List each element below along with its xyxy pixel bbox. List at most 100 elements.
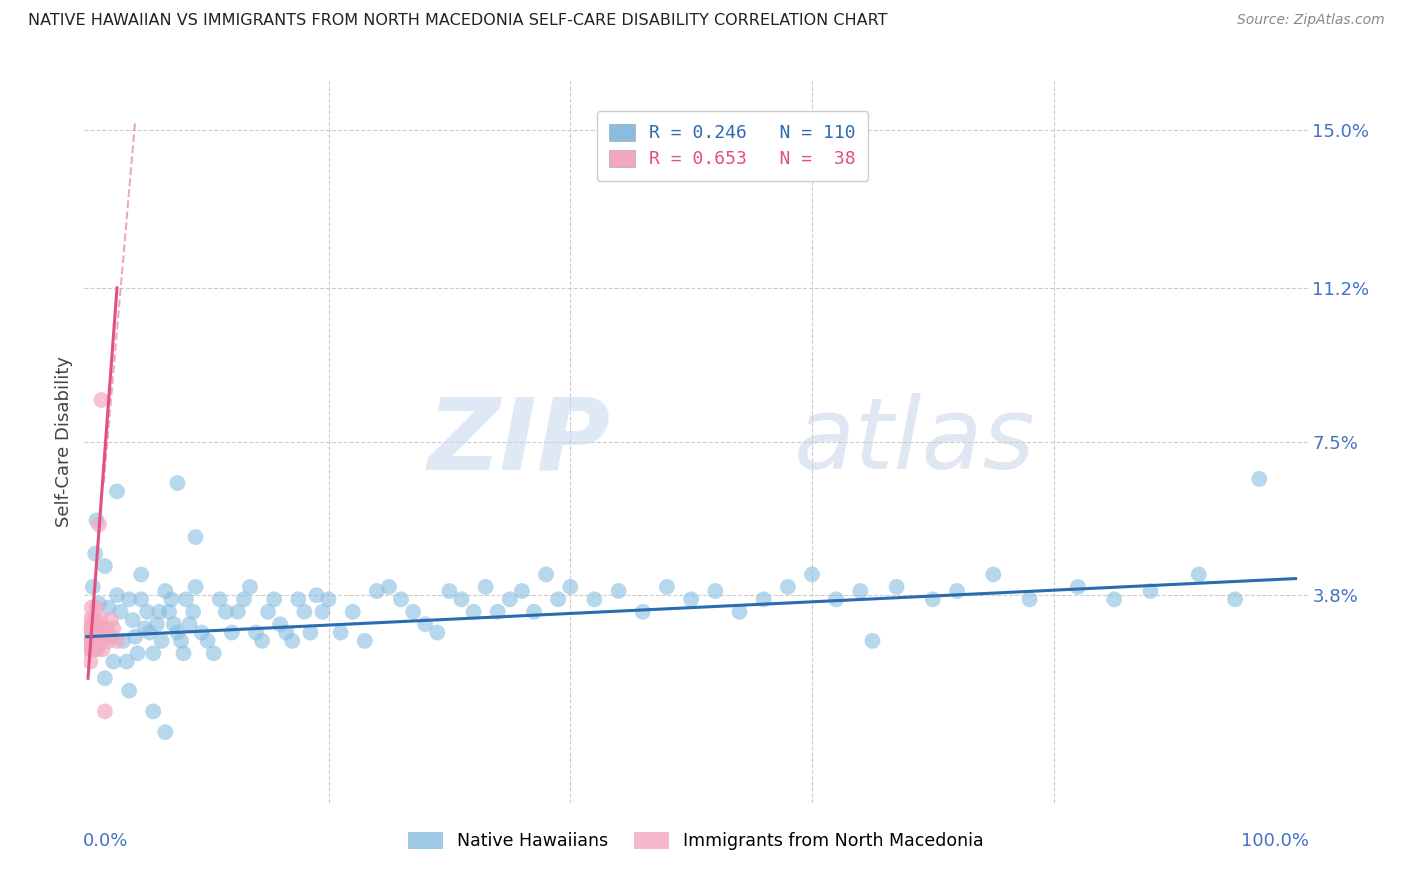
Point — [862, 633, 884, 648]
Point — [1067, 580, 1090, 594]
Point — [83, 621, 105, 635]
Point — [129, 592, 152, 607]
Point — [402, 605, 425, 619]
Point — [181, 605, 204, 619]
Point — [439, 584, 461, 599]
Point — [148, 605, 170, 619]
Point — [292, 605, 315, 619]
Point — [534, 567, 557, 582]
Point — [160, 592, 183, 607]
Point — [138, 625, 160, 640]
Point — [886, 580, 908, 594]
Point — [215, 605, 238, 619]
Point — [981, 567, 1004, 582]
Point — [142, 646, 165, 660]
Point — [631, 605, 654, 619]
Point — [450, 592, 472, 607]
Point — [801, 567, 824, 582]
Point — [86, 642, 108, 657]
Point — [172, 646, 194, 660]
Point — [90, 392, 112, 407]
Point — [413, 617, 436, 632]
Point — [232, 592, 254, 607]
Point — [157, 605, 180, 619]
Point — [378, 580, 401, 594]
Point — [86, 621, 108, 635]
Point — [84, 547, 107, 561]
Point — [704, 584, 727, 599]
Point — [150, 633, 173, 648]
Point — [486, 605, 509, 619]
Point — [136, 605, 159, 619]
Point — [90, 621, 112, 635]
Point — [1223, 592, 1246, 607]
Point — [281, 633, 304, 648]
Point — [1249, 472, 1271, 486]
Text: 0.0%: 0.0% — [83, 831, 128, 850]
Point — [94, 671, 117, 685]
Point — [90, 621, 112, 635]
Point — [83, 633, 105, 648]
Point — [221, 625, 243, 640]
Point — [305, 588, 328, 602]
Point — [79, 655, 101, 669]
Point — [179, 617, 201, 632]
Point — [80, 621, 103, 635]
Point — [112, 633, 135, 648]
Point — [329, 625, 352, 640]
Point — [93, 630, 115, 644]
Point — [269, 617, 291, 632]
Point — [946, 584, 969, 599]
Point — [523, 605, 546, 619]
Point — [118, 592, 141, 607]
Point — [127, 646, 149, 660]
Point — [134, 621, 156, 635]
Point — [94, 559, 117, 574]
Point — [105, 633, 128, 648]
Point — [353, 633, 375, 648]
Point — [1139, 584, 1161, 599]
Point — [166, 476, 188, 491]
Text: 100.0%: 100.0% — [1241, 831, 1309, 850]
Point — [342, 605, 364, 619]
Point — [94, 621, 117, 635]
Point — [103, 655, 125, 669]
Point — [155, 725, 177, 739]
Text: ZIP: ZIP — [427, 393, 610, 490]
Point — [426, 625, 449, 640]
Point — [510, 584, 533, 599]
Point — [318, 592, 340, 607]
Point — [84, 642, 107, 657]
Point — [311, 605, 333, 619]
Point — [681, 592, 703, 607]
Point — [86, 513, 108, 527]
Point — [250, 633, 273, 648]
Point — [79, 621, 101, 635]
Point — [82, 630, 104, 644]
Point — [163, 617, 186, 632]
Point — [366, 584, 388, 599]
Point — [87, 630, 110, 644]
Point — [86, 621, 108, 635]
Point — [226, 605, 249, 619]
Point — [77, 621, 100, 635]
Point — [257, 605, 280, 619]
Point — [105, 484, 128, 499]
Point — [77, 630, 100, 644]
Point — [389, 592, 412, 607]
Point — [100, 630, 122, 644]
Point — [1018, 592, 1040, 607]
Point — [82, 580, 104, 594]
Point — [110, 605, 132, 619]
Point — [77, 613, 100, 627]
Point — [87, 517, 110, 532]
Legend: Native Hawaiians, Immigrants from North Macedonia: Native Hawaiians, Immigrants from North … — [399, 823, 993, 859]
Point — [146, 617, 169, 632]
Point — [94, 705, 117, 719]
Point — [118, 683, 141, 698]
Text: NATIVE HAWAIIAN VS IMMIGRANTS FROM NORTH MACEDONIA SELF-CARE DISABILITY CORRELAT: NATIVE HAWAIIAN VS IMMIGRANTS FROM NORTH… — [28, 13, 887, 29]
Point — [463, 605, 485, 619]
Point — [97, 633, 120, 648]
Point — [174, 592, 197, 607]
Point — [82, 642, 104, 657]
